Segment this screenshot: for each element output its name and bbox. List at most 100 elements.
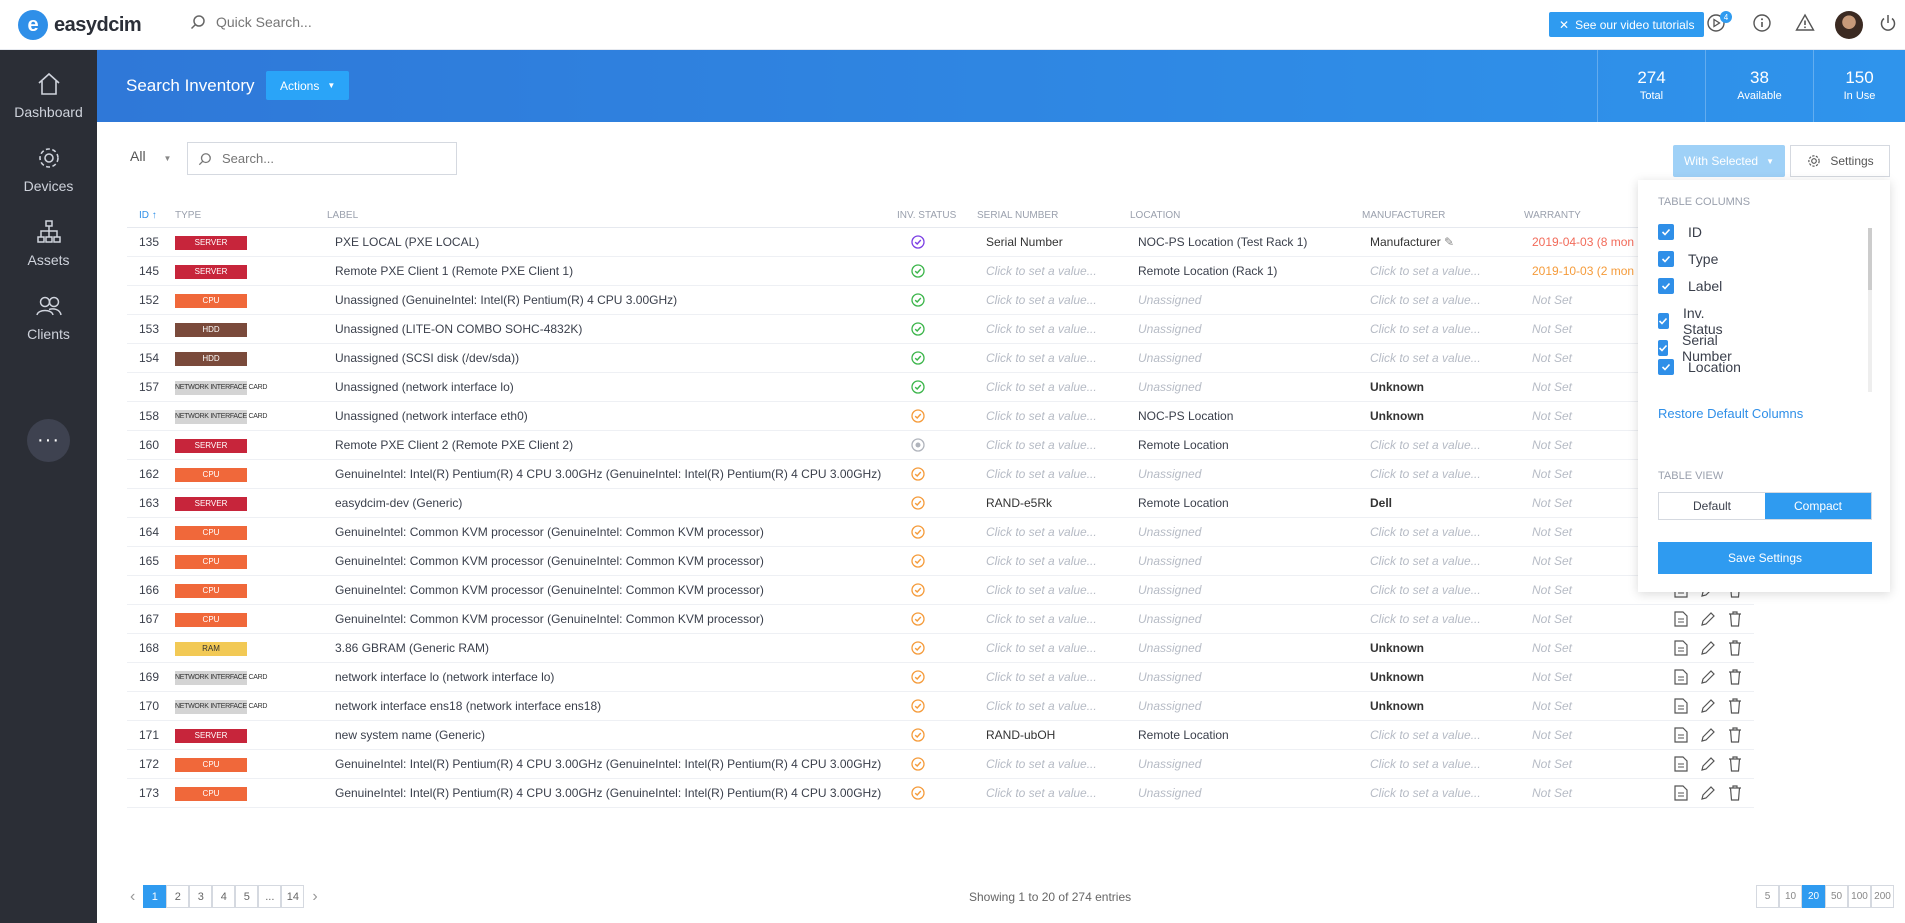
filter-dropdown[interactable]: All ▼ [130,148,171,164]
cell-label[interactable]: Remote PXE Client 2 (Remote PXE Client 2… [327,430,897,460]
document-icon[interactable] [1674,610,1688,627]
document-icon[interactable] [1674,755,1688,772]
cell-location[interactable]: Unassigned [1130,604,1362,634]
cell-serial[interactable]: Click to set a value... [977,314,1130,344]
trash-icon[interactable] [1728,668,1742,685]
edit-icon[interactable] [1700,640,1716,656]
close-icon[interactable]: ✕ [1559,17,1570,32]
table-row[interactable]: 169 NETWORK INTERFACE CARD network interfa… [127,662,1755,692]
cell-label[interactable]: network interface ens18 (network interfa… [327,691,897,721]
cell-serial[interactable]: Click to set a value... [977,401,1130,431]
cell-label[interactable]: GenuineIntel: Common KVM processor (Genu… [327,517,897,547]
settings-button[interactable]: Settings [1790,145,1890,177]
cell-manufacturer[interactable]: Dell [1362,488,1524,518]
per-page-option[interactable]: 10 [1779,885,1802,908]
table-row[interactable]: 165 CPU GenuineIntel: Common KVM processor… [127,546,1755,576]
warning-icon[interactable] [1795,13,1815,33]
table-row[interactable]: 162 CPU GenuineIntel: Intel(R) Pentium(R) … [127,459,1755,489]
table-row[interactable]: 172 CPU GenuineIntel: Intel(R) Pentium(R) … [127,749,1755,779]
cell-location[interactable]: Unassigned [1130,575,1362,605]
cell-label[interactable]: 3.86 GBRAM (Generic RAM) [327,633,897,663]
cell-location[interactable]: Unassigned [1130,343,1362,373]
document-icon[interactable] [1674,668,1688,685]
cell-serial[interactable]: Click to set a value... [977,430,1130,460]
column-header-label[interactable]: Label [327,205,897,228]
cell-location[interactable]: NOC-PS Location (Test Rack 1) [1130,227,1362,257]
edit-icon[interactable] [1700,727,1716,743]
page-button[interactable]: 4 [212,885,236,908]
cell-location[interactable]: Unassigned [1130,314,1362,344]
table-row[interactable]: 168 RAM 3.86 GBRAM (Generic RAM) Click to s… [127,633,1755,663]
cell-label[interactable]: new system name (Generic) [327,720,897,750]
cell-manufacturer[interactable]: Click to set a value... [1362,720,1524,750]
edit-icon[interactable]: ✎ [1444,234,1455,249]
page-button[interactable]: 14 [281,885,305,908]
table-row[interactable]: 158 NETWORK INTERFACE CARD Unassigned (net… [127,401,1755,431]
column-toggle-item[interactable]: Label [1658,278,1722,294]
table-row[interactable]: 164 CPU GenuineIntel: Common KVM processor… [127,517,1755,547]
document-icon[interactable] [1674,726,1688,743]
cell-manufacturer[interactable]: Click to set a value... [1362,604,1524,634]
cell-label[interactable]: easydcim-dev (Generic) [327,488,897,518]
table-row[interactable]: 167 CPU GenuineIntel: Common KVM processor… [127,604,1755,634]
page-button[interactable]: 2 [166,885,190,908]
edit-icon[interactable] [1700,756,1716,772]
table-row[interactable]: 163 SERVER easydcim-dev (Generic) RAND-e5Rk… [127,488,1755,518]
cell-serial[interactable]: Click to set a value... [977,285,1130,315]
cell-manufacturer[interactable]: Click to set a value... [1362,546,1524,576]
cell-label[interactable]: Remote PXE Client 1 (Remote PXE Client 1… [327,256,897,286]
cell-label[interactable]: GenuineIntel: Intel(R) Pentium(R) 4 CPU … [327,749,897,779]
column-toggle-item[interactable]: Location [1658,359,1741,375]
cell-label[interactable]: GenuineIntel: Intel(R) Pentium(R) 4 CPU … [327,459,897,489]
checkbox-checked-icon[interactable] [1658,251,1674,267]
cell-location[interactable]: Unassigned [1130,517,1362,547]
cell-label[interactable]: Unassigned (LITE-ON COMBO SOHC-4832K) [327,314,897,344]
column-header-location[interactable]: Location [1130,205,1362,228]
cell-manufacturer[interactable]: Unknown [1362,662,1524,692]
cell-serial[interactable]: Click to set a value... [977,662,1130,692]
restore-default-columns-link[interactable]: Restore Default Columns [1658,406,1804,421]
cell-serial[interactable]: Click to set a value... [977,546,1130,576]
cell-location[interactable]: Unassigned [1130,778,1362,808]
columns-scrollbar[interactable] [1868,228,1872,392]
table-row[interactable]: 154 HDD Unassigned (SCSI disk (/dev/sda)) C… [127,343,1755,373]
sidebar-item-clients[interactable]: Clients [0,292,97,342]
cell-location[interactable]: NOC-PS Location [1130,401,1362,431]
view-default-option[interactable]: Default [1692,499,1732,513]
cell-location[interactable]: Unassigned [1130,546,1362,576]
cell-serial[interactable]: Click to set a value... [977,343,1130,373]
column-toggle-item[interactable]: Inv. Status [1658,305,1728,337]
cell-manufacturer[interactable]: Manufacturer ✎ [1362,227,1524,257]
cell-label[interactable]: GenuineIntel: Common KVM processor (Genu… [327,575,897,605]
cell-serial[interactable]: Click to set a value... [977,778,1130,808]
cell-label[interactable]: Unassigned (network interface lo) [327,372,897,402]
trash-icon[interactable] [1728,697,1742,714]
cell-label[interactable]: network interface lo (network interface … [327,662,897,692]
per-page-option[interactable]: 5 [1756,885,1779,908]
cell-serial[interactable]: Click to set a value... [977,604,1130,634]
cell-serial[interactable]: Click to set a value... [977,691,1130,721]
per-page-option[interactable]: 100 [1848,885,1871,908]
checkbox-checked-icon[interactable] [1658,340,1668,356]
column-toggle-item[interactable]: Serial Number [1658,332,1738,364]
cell-label[interactable]: GenuineIntel: Common KVM processor (Genu… [327,604,897,634]
cell-label[interactable]: GenuineIntel: Common KVM processor (Genu… [327,546,897,576]
with-selected-button[interactable]: With Selected ▼ [1673,145,1785,177]
cell-manufacturer[interactable]: Unknown [1362,633,1524,663]
next-page-button[interactable]: › [312,887,318,905]
page-button[interactable]: 3 [189,885,213,908]
column-header-inv-status[interactable]: Inv. Status [897,205,977,228]
cell-serial[interactable]: Serial Number [977,227,1130,257]
cell-serial[interactable]: Click to set a value... [977,575,1130,605]
cell-manufacturer[interactable]: Click to set a value... [1362,575,1524,605]
cell-serial[interactable]: RAND-e5Rk [977,488,1130,518]
per-page-option[interactable]: 200 [1871,885,1894,908]
cell-label[interactable]: GenuineIntel: Intel(R) Pentium(R) 4 CPU … [327,778,897,808]
logo[interactable]: e easydcim [18,10,142,40]
per-page-option[interactable]: 20 [1802,885,1825,908]
edit-icon[interactable] [1700,611,1716,627]
cell-location[interactable]: Remote Location (Rack 1) [1130,256,1362,286]
prev-page-button[interactable]: ‹ [130,887,136,905]
power-icon[interactable] [1878,13,1898,33]
view-compact-option[interactable]: Compact [1765,493,1871,519]
